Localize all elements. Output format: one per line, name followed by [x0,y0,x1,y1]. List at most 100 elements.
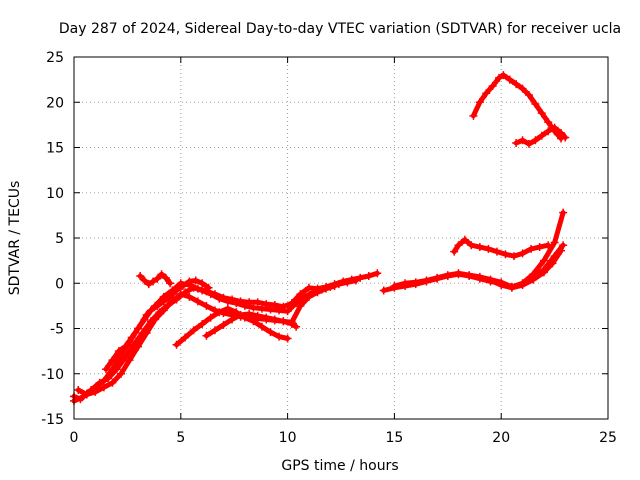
data-point [270,315,279,324]
data-point [206,290,215,299]
data-point [351,276,360,285]
series-track-12 [512,123,570,148]
data-point [296,290,305,299]
x-axis-label: GPS time / hours [281,458,398,474]
data-point [475,243,484,252]
x-tick-label: 20 [492,430,510,446]
data-point [134,324,143,333]
data-point [102,365,111,374]
y-tick-label: -5 [50,322,64,338]
data-point [204,283,213,292]
data-point [142,329,151,338]
series-track-11 [469,71,566,143]
data-point [379,286,388,295]
data-point [501,250,510,259]
data-point [304,292,313,301]
series-track-6 [202,310,301,340]
data-point [469,111,478,120]
data-point [356,273,365,282]
data-point [146,306,155,315]
series-track-9 [390,208,568,291]
data-point [198,319,207,328]
data-point [153,274,162,283]
data-point [443,271,452,280]
data-point [275,332,284,341]
data-point [364,272,373,281]
data-point [151,315,160,324]
data-point [535,243,544,252]
series-trace [451,237,551,259]
data-point [495,73,504,82]
x-tick-label: 5 [176,430,185,446]
data-point [136,272,145,281]
series-track-2 [70,276,360,405]
data-point [484,244,493,253]
data-point [492,247,501,256]
data-point [296,301,305,310]
data-point [548,259,557,268]
data-point [561,133,570,142]
data-point [475,272,484,281]
data-point [488,81,497,90]
data-point [266,305,275,314]
axis-ticks: 0 5 10 15 20 25 -15 -10 -5 0 5 10 15 20 25 [41,50,617,446]
data-point [433,273,442,282]
data-point [114,347,123,356]
data-point [127,333,136,342]
data-point [262,313,271,322]
data-point [144,280,153,289]
data-point [134,342,143,351]
data-point [539,268,548,277]
data-point [550,123,559,132]
data-point [527,244,536,253]
y-tick-label: -15 [41,412,64,428]
data-point [557,246,566,255]
data-point [529,275,538,284]
data-point [215,308,224,317]
data-point [510,252,519,261]
data-point [497,281,506,290]
series-trace [174,306,291,348]
data-point [253,298,262,307]
data-point [112,365,121,374]
data-point [531,100,540,109]
data-point [202,301,211,310]
data-point [172,286,181,295]
chart-title: Day 287 of 2024, Sidereal Day-to-day VTE… [59,21,621,37]
data-point [140,315,149,324]
y-tick-label: 15 [46,141,64,157]
series-trace [71,270,380,402]
y-axis-label: SDTVAR / TECUs [7,181,23,296]
data-point [249,303,258,312]
data-point [454,269,463,278]
data-point [283,307,292,316]
data-point [550,238,559,247]
data-point [518,281,527,290]
data-series [70,71,570,405]
data-point [185,277,194,286]
data-point [189,326,198,335]
data-point [161,273,170,282]
data-point [159,306,168,315]
data-point [559,208,568,217]
data-point [193,297,202,306]
data-point [82,390,91,399]
data-point [283,334,292,343]
data-point [219,320,228,329]
data-point [507,283,516,292]
data-point [108,378,117,387]
data-point [512,138,521,147]
data-point [450,247,459,256]
plot-frame [73,56,609,420]
data-point [140,276,149,285]
data-point [202,331,211,340]
data-point [518,249,527,258]
series-track-13 [486,246,566,292]
data-point [287,319,296,328]
data-point [275,306,284,315]
data-point [198,286,207,295]
data-point [544,118,553,127]
data-point [191,276,200,285]
data-point [486,276,495,285]
